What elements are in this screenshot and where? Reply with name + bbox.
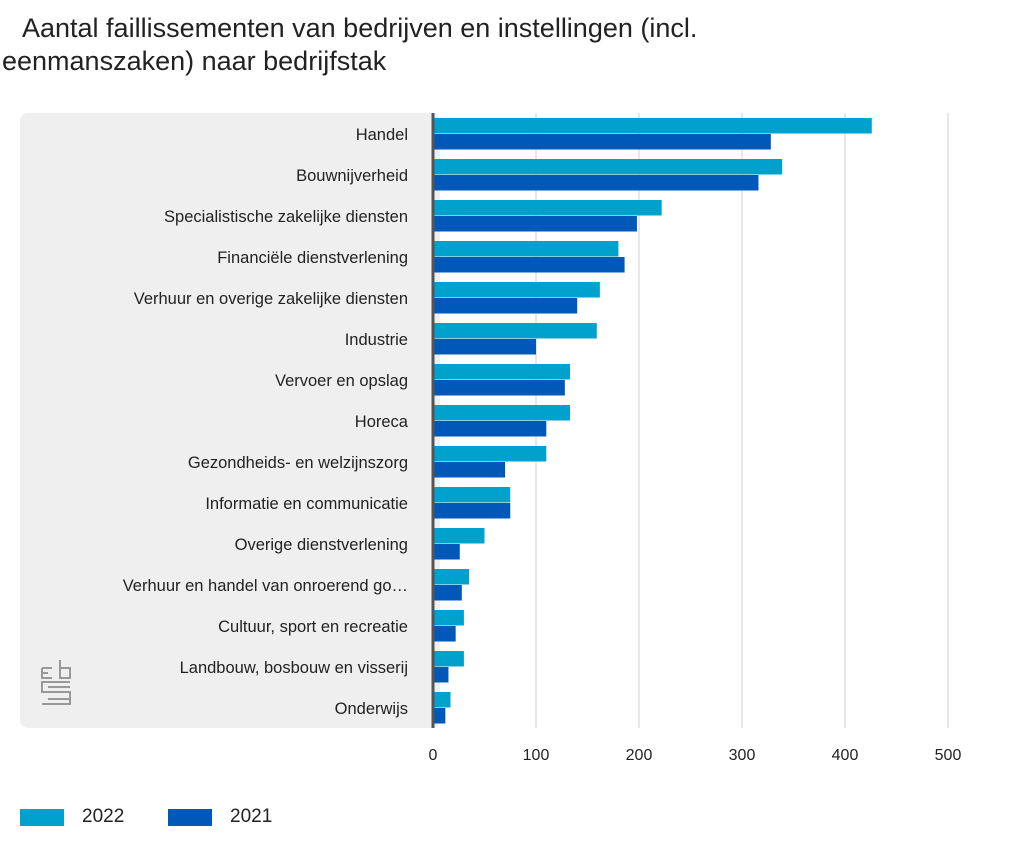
bar-2022 xyxy=(433,323,597,339)
x-tick-label: 100 xyxy=(523,747,550,764)
bar-2021 xyxy=(433,544,460,560)
cbs-logo-icon xyxy=(41,660,71,705)
bar-2022 xyxy=(433,159,783,175)
bar-chart: 0 100 200 300 400 500 Handel Bouwnijverheid Spec… xyxy=(123,113,962,764)
x-tick-label: 400 xyxy=(832,747,859,764)
category-label-panel xyxy=(20,113,440,728)
bar-2021 xyxy=(433,708,446,724)
category-label: Landbouw, bosbouw en visserij xyxy=(180,659,408,677)
bar-2021 xyxy=(433,585,462,601)
bar-2022 xyxy=(433,405,570,421)
bar-2022 xyxy=(433,651,464,667)
category-label: Onderwijs xyxy=(335,700,408,718)
category-label: Cultuur, sport en recreatie xyxy=(218,618,408,636)
bar-2021 xyxy=(433,298,578,314)
category-label: Financiële dienstverlening xyxy=(217,249,408,267)
legend-label-2022: 2022 xyxy=(82,806,125,827)
bar-2021 xyxy=(433,175,759,191)
category-label: Verhuur en overige zakelijke diensten xyxy=(134,290,408,308)
bar-2022 xyxy=(433,241,619,257)
category-label: Bouwnijverheid xyxy=(296,167,408,185)
bar-2021 xyxy=(433,421,547,437)
bar-2022 xyxy=(433,692,451,708)
bar-2022 xyxy=(433,610,464,626)
legend-swatch-2022 xyxy=(20,808,64,826)
bar-2022 xyxy=(433,569,470,585)
x-tick-label: 300 xyxy=(729,747,756,764)
chart-title: Aantal faillissementen van bedrijven en … xyxy=(0,12,802,78)
bar-2021 xyxy=(433,216,637,232)
bar-2022 xyxy=(433,118,872,134)
bar-2022 xyxy=(433,528,485,544)
bar-2021 xyxy=(433,339,536,355)
x-tick-label: 200 xyxy=(626,747,653,764)
legend-item-2021[interactable]: 2021 xyxy=(168,806,272,828)
x-tick-label: 0 xyxy=(429,747,438,764)
bar-2021 xyxy=(433,626,456,642)
legend-item-2022[interactable]: 2022 xyxy=(20,806,124,828)
category-label: Verhuur en handel van onroerend go… xyxy=(123,577,408,595)
title-line-1: Aantal faillissementen van bedrijven en … xyxy=(22,13,698,43)
x-tick-label: 500 xyxy=(935,747,962,764)
bar-2022 xyxy=(433,282,600,298)
bar-2021 xyxy=(433,667,449,683)
bar-2022 xyxy=(433,364,570,380)
bar-2021 xyxy=(433,257,625,273)
category-label: Informatie en communicatie xyxy=(205,495,408,513)
bar-2021 xyxy=(433,380,565,396)
category-label: Overige dienstverlening xyxy=(235,536,408,554)
category-label: Vervoer en opslag xyxy=(275,372,408,390)
bar-2022 xyxy=(433,200,662,216)
legend-swatch-2021 xyxy=(168,808,212,826)
category-label: Gezondheids- en welzijnszorg xyxy=(188,454,408,472)
bar-2022 xyxy=(433,487,511,503)
bar-2021 xyxy=(433,134,771,150)
category-label: Horeca xyxy=(355,413,409,431)
bar-2021 xyxy=(433,462,506,478)
legend-label-2021: 2021 xyxy=(230,806,273,827)
bar-2021 xyxy=(433,503,511,519)
title-line-2: eenmanszaken) naar bedrijfstak xyxy=(2,46,387,76)
category-label: Industrie xyxy=(345,331,408,349)
category-label: Specialistische zakelijke diensten xyxy=(164,208,408,226)
bar-2022 xyxy=(433,446,547,462)
category-label: Handel xyxy=(356,126,408,144)
